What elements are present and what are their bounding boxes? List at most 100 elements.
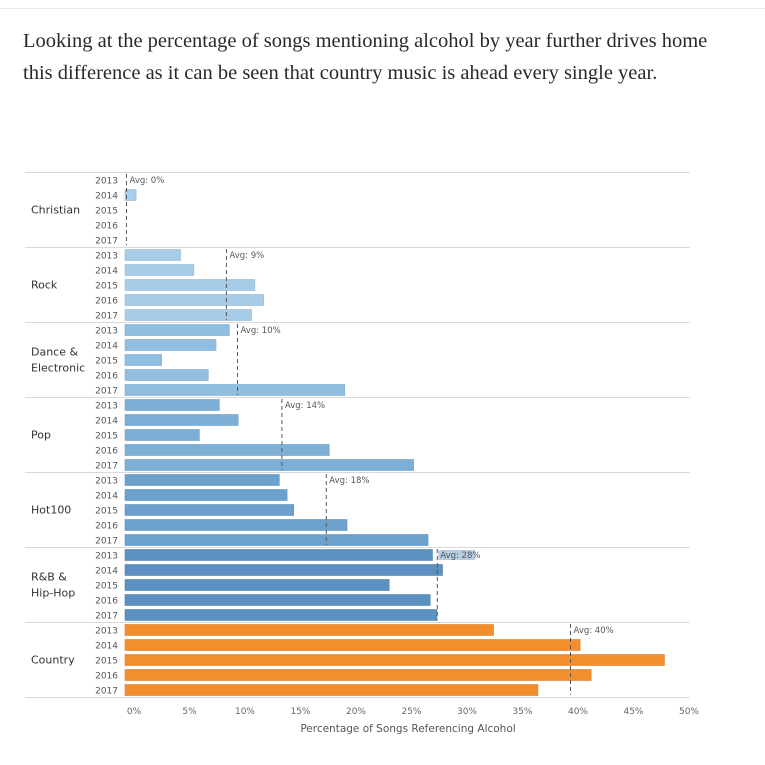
year-label: 2017 [95,312,118,322]
year-label: 2013 [95,252,118,262]
bar-2016 [124,594,431,606]
year-label: 2014 [95,567,118,577]
year-label: 2014 [95,642,118,652]
genre-label: R&B & [31,571,67,584]
year-label: 2016 [95,447,118,457]
x-tick-label: 35% [512,707,532,717]
x-tick-label: 20% [346,707,366,717]
chart-groups: Christian 2013 2014 2015 2016 2017 Avg: 0% Rock… [25,172,690,697]
bar-2015 [124,654,665,666]
year-label: 2016 [95,672,118,682]
average-label: Avg: 0% [130,176,165,186]
x-tick-label: 25% [401,707,421,717]
year-label: 2015 [95,207,118,217]
bar-2015 [124,504,295,516]
year-label: 2017 [95,462,118,472]
bar-2014 [124,414,239,426]
genre-group-dance-electronic: Dance & Electronic 2013 2014 2015 2016 2017 Avg… [25,322,690,397]
genre-label: Hip-Hop [31,587,75,600]
year-label: 2015 [95,282,118,292]
year-label: 2015 [95,657,118,667]
average-label: Avg: 9% [229,251,264,261]
average-label-background [438,550,476,560]
year-label: 2016 [95,522,118,532]
bar-2014 [124,639,581,651]
bar-2014 [124,189,137,201]
bar-2017 [124,384,346,396]
genre-label: Pop [31,429,51,442]
bar-2017 [124,684,539,696]
year-label: 2013 [95,627,118,637]
year-label: 2014 [95,342,118,352]
bar-2016 [124,294,265,306]
year-label: 2013 [95,177,118,187]
bar-2014 [124,264,195,276]
article-paragraph: Looking at the percentage of songs menti… [23,30,708,84]
bar-2013 [124,474,280,486]
genre-label: Christian [31,204,80,217]
year-label: 2015 [95,357,118,367]
bar-2013 [124,249,181,261]
year-label: 2013 [95,327,118,337]
genre-group-hot100: Hot100 2013 2014 2015 2016 2017 Avg: 18% [25,472,690,547]
bar-2014 [124,564,443,576]
year-label: 2013 [95,402,118,412]
average-label: Avg: 40% [574,626,614,636]
bar-2014 [124,339,217,351]
x-tick-label: 40% [568,707,588,717]
bar-2016 [124,444,330,456]
year-label: 2017 [95,237,118,247]
year-label: 2014 [95,417,118,427]
bar-2016 [124,369,209,381]
genre-label: Hot100 [31,504,71,517]
top-divider [0,8,765,9]
bar-2017 [124,534,429,546]
x-tick-label: 45% [623,707,643,717]
genre-label: Country [31,654,75,667]
bar-2017 [124,459,414,471]
x-tick-label: 5% [182,707,197,717]
x-axis-title: Percentage of Songs Referencing Alcohol [300,723,515,735]
average-label: Avg: 14% [285,401,325,411]
bar-2013 [124,624,494,636]
genre-group-country: Country 2013 2014 2015 2016 2017 Avg: 40% [25,622,690,697]
x-tick-label: 0% [127,707,142,717]
genre-group-christian: Christian 2013 2014 2015 2016 2017 Avg: 0% [25,172,690,247]
x-tick-label: 50% [679,707,699,717]
average-label: Avg: 10% [241,326,281,336]
year-label: 2013 [95,477,118,487]
bar-2016 [124,669,592,681]
year-label: 2016 [95,297,118,307]
year-label: 2016 [95,222,118,232]
bar-2015 [124,579,390,591]
x-tick-label: 15% [290,707,310,717]
genre-label: Rock [31,279,58,292]
bar-2015 [124,279,256,291]
year-label: 2017 [95,537,118,547]
x-axis: 0% 5% 10% 15% 20% 25% 30% 35% 40% 45% 50% [25,697,699,717]
year-label: 2016 [95,372,118,382]
average-label: Avg: 18% [329,476,369,486]
year-label: 2016 [95,597,118,607]
year-label: 2017 [95,387,118,397]
average-label: Avg: 28% [440,551,480,561]
genre-group-pop: Pop 2013 2014 2015 2016 2017 Avg: 14% [25,397,690,472]
year-label: 2014 [95,192,118,202]
year-label: 2014 [95,267,118,277]
year-label: 2014 [95,492,118,502]
year-label: 2015 [95,432,118,442]
bar-2015 [124,354,162,366]
x-tick-label: 30% [457,707,477,717]
bar-2017 [124,609,438,621]
year-label: 2015 [95,507,118,517]
bar-2015 [124,429,200,441]
bar-2013 [124,399,220,411]
year-label: 2017 [95,687,118,697]
genre-label: Dance & [31,346,78,359]
genre-group-r-b-hip-hop: R&B & Hip-Hop 2013 2014 2015 2016 2017 Avg: 28% [25,547,690,622]
year-label: 2013 [95,552,118,562]
bar-2016 [124,519,348,531]
genre-label: Electronic [31,362,85,375]
bar-2017 [124,309,252,321]
